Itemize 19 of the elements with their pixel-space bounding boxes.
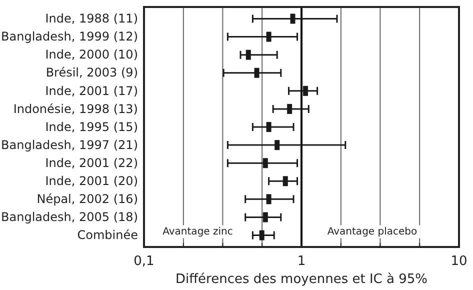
- y-tick-label: Bangladesh, 2005 (18): [1, 210, 138, 224]
- x-tick-label: 1: [297, 254, 306, 270]
- y-tick-label: Brésil, 2003 (9): [46, 66, 138, 80]
- annotation: Avantage zinc: [162, 226, 233, 238]
- x-axis-title: Différences des moyennes et IC à 95%: [175, 272, 428, 287]
- y-tick-label: Népal, 2002 (16): [36, 192, 138, 206]
- y-tick-label: Inde, 1995 (15): [45, 120, 138, 134]
- y-tick-label: Indonésie, 1998 (13): [13, 102, 138, 116]
- x-tick-label: 0,1: [134, 254, 154, 270]
- y-tick-label: Combinée: [77, 228, 138, 242]
- y-tick-label: Inde, 2001 (20): [45, 174, 138, 188]
- y-tick-label: Bangladesh, 1999 (12): [1, 30, 138, 44]
- y-tick-label: Bangladesh, 1997 (21): [1, 138, 138, 152]
- y-tick-label: Inde, 1988 (11): [45, 12, 138, 26]
- x-tick-label: 10: [450, 254, 468, 270]
- y-tick-label: Inde, 2001 (17): [45, 84, 138, 98]
- y-tick-label: Inde, 2000 (10): [45, 48, 138, 62]
- y-tick-label: Inde, 2001 (22): [45, 156, 138, 170]
- annotation: Avantage placebo: [327, 226, 418, 238]
